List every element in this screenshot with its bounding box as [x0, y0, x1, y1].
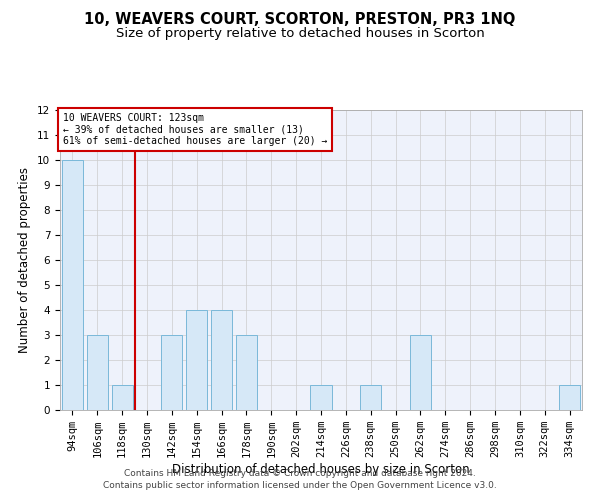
Text: Contains HM Land Registry data © Crown copyright and database right 2024.: Contains HM Land Registry data © Crown c… [124, 468, 476, 477]
Bar [559, 385, 580, 410]
Text: Contains public sector information licensed under the Open Government Licence v3: Contains public sector information licen… [103, 481, 497, 490]
X-axis label: Distribution of detached houses by size in Scorton: Distribution of detached houses by size … [172, 463, 470, 476]
Y-axis label: Number of detached properties: Number of detached properties [19, 167, 31, 353]
Bar [62, 160, 83, 410]
Bar [161, 335, 182, 410]
Bar [310, 385, 332, 410]
Bar [112, 385, 133, 410]
Bar [211, 310, 232, 410]
Text: 10 WEAVERS COURT: 123sqm
← 39% of detached houses are smaller (13)
61% of semi-d: 10 WEAVERS COURT: 123sqm ← 39% of detach… [62, 113, 327, 146]
Text: 10, WEAVERS COURT, SCORTON, PRESTON, PR3 1NQ: 10, WEAVERS COURT, SCORTON, PRESTON, PR3… [85, 12, 515, 28]
Text: Size of property relative to detached houses in Scorton: Size of property relative to detached ho… [116, 28, 484, 40]
Bar [186, 310, 207, 410]
Bar [410, 335, 431, 410]
Bar [360, 385, 381, 410]
Bar [87, 335, 108, 410]
Bar [236, 335, 257, 410]
